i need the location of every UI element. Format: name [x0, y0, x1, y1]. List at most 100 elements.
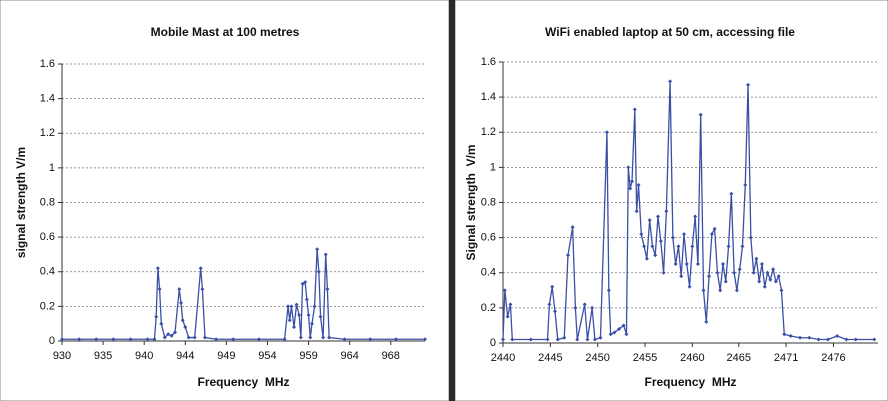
point-marker	[145, 337, 150, 342]
point-marker	[312, 304, 317, 309]
point-marker	[617, 326, 622, 331]
x-tick-label: 2445	[538, 352, 562, 364]
point-marker	[327, 335, 332, 340]
y-tick-label: 1	[49, 162, 55, 174]
point-marker	[545, 337, 550, 342]
y-tick-label: 0	[49, 335, 55, 347]
point-marker	[715, 270, 720, 275]
point-marker	[342, 337, 347, 342]
point-marker	[198, 266, 203, 271]
point-marker	[298, 335, 303, 340]
point-marker	[300, 281, 305, 286]
point-marker	[590, 305, 595, 310]
point-marker	[687, 284, 692, 289]
x-tick-label: 954	[258, 350, 276, 362]
chart-title: Mobile Mast at 100 metres	[151, 25, 300, 39]
y-tick-label: 1.4	[481, 91, 496, 103]
point-marker	[679, 274, 684, 279]
point-marker	[598, 335, 603, 340]
point-marker	[740, 244, 745, 249]
point-marker	[510, 337, 515, 342]
point-marker	[157, 287, 162, 292]
point-marker	[762, 284, 767, 289]
point-marker	[321, 335, 326, 340]
point-marker	[684, 261, 689, 266]
point-marker	[658, 239, 663, 244]
point-marker	[315, 247, 320, 252]
point-marker	[552, 309, 557, 314]
point-marker	[192, 335, 197, 340]
point-marker	[585, 337, 590, 342]
point-marker	[707, 274, 712, 279]
point-marker	[776, 274, 781, 279]
point-marker	[751, 270, 756, 275]
point-marker	[183, 325, 188, 330]
y-tick-label: 0.6	[481, 232, 496, 244]
point-marker	[825, 337, 830, 342]
point-marker	[798, 335, 803, 340]
point-marker	[768, 277, 773, 282]
point-marker	[670, 235, 675, 240]
point-marker	[726, 244, 731, 249]
point-marker	[754, 256, 759, 261]
point-marker	[565, 253, 570, 258]
y-tick-label: 0.2	[40, 300, 55, 312]
point-marker	[835, 333, 840, 338]
x-tick-label: 940	[135, 350, 153, 362]
point-marker	[570, 225, 575, 230]
point-marker	[297, 313, 302, 318]
x-tick-label: 949	[217, 350, 235, 362]
point-marker	[709, 232, 714, 237]
point-marker	[644, 256, 649, 261]
point-marker	[698, 112, 703, 117]
divider	[449, 0, 455, 401]
point-marker	[729, 191, 734, 196]
point-marker	[682, 232, 687, 237]
point-marker	[562, 335, 567, 340]
x-tick-label: 2460	[680, 352, 704, 364]
point-marker	[872, 337, 877, 342]
point-marker	[547, 302, 552, 307]
y-tick-label: 0.6	[40, 231, 55, 243]
point-marker	[734, 288, 739, 293]
point-marker	[501, 337, 505, 342]
point-marker	[111, 337, 116, 342]
point-marker	[200, 287, 205, 292]
point-marker	[573, 305, 578, 310]
point-marker	[701, 288, 706, 293]
point-marker	[636, 182, 641, 187]
point-marker	[323, 252, 328, 257]
point-marker	[624, 332, 629, 337]
point-marker	[693, 214, 698, 219]
point-marker	[673, 261, 678, 266]
point-marker	[159, 321, 164, 326]
point-marker	[282, 337, 287, 342]
point-marker	[612, 330, 617, 335]
point-marker	[368, 337, 373, 342]
point-marker	[746, 82, 751, 87]
point-marker	[162, 335, 167, 340]
y-tick-label: 0	[490, 337, 496, 349]
point-marker	[60, 337, 64, 342]
x-tick-label: 930	[53, 350, 71, 362]
point-marker	[704, 319, 709, 324]
y-tick-label: 0.8	[40, 196, 55, 208]
x-tick-label: 2450	[585, 352, 609, 364]
y-tick-label: 1.6	[40, 58, 55, 70]
point-marker	[628, 186, 633, 191]
point-marker	[152, 337, 157, 342]
point-marker	[773, 279, 778, 284]
point-marker	[621, 323, 626, 328]
x-axis-title: Frequency MHz	[644, 375, 736, 389]
point-marker	[550, 284, 555, 289]
y-tick-label: 1	[490, 161, 496, 173]
x-tick-label: 2455	[633, 352, 657, 364]
point-marker	[608, 332, 613, 337]
point-marker	[173, 330, 178, 335]
point-marker	[575, 337, 580, 342]
point-marker	[632, 107, 637, 112]
point-marker	[720, 261, 725, 266]
point-marker	[502, 288, 507, 293]
point-marker	[647, 218, 652, 223]
